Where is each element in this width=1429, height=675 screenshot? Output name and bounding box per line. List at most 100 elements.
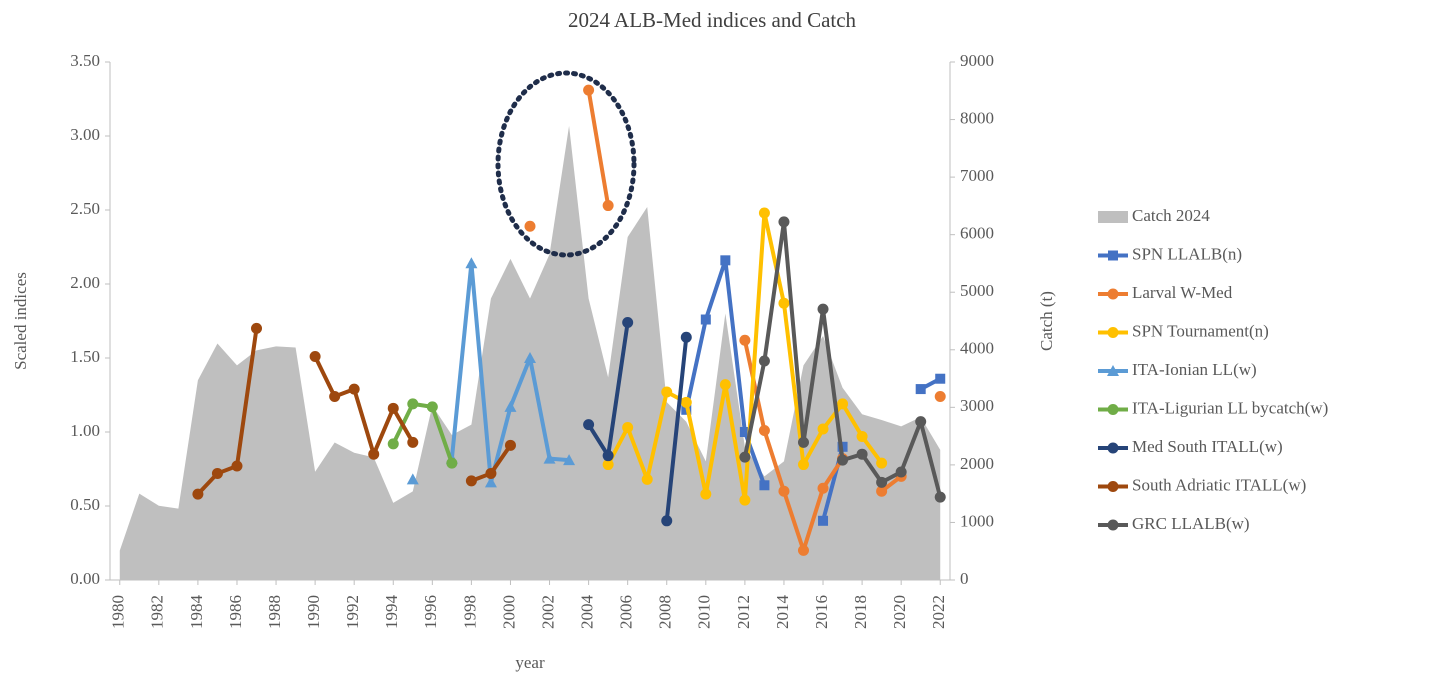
- legend-marker: [1107, 519, 1119, 531]
- data-point: [739, 451, 751, 463]
- data-point: [661, 386, 673, 398]
- data-point: [837, 454, 849, 466]
- data-point: [759, 480, 770, 491]
- legend-marker: [1107, 365, 1119, 376]
- data-point: [524, 352, 536, 363]
- y2-tick-label: 9000: [960, 51, 994, 70]
- data-point: [700, 488, 712, 500]
- data-point: [758, 207, 770, 219]
- data-point: [778, 297, 790, 309]
- x-tick-label: 1990: [304, 595, 323, 629]
- data-point: [818, 515, 829, 526]
- data-point: [329, 390, 341, 402]
- data-point: [797, 544, 809, 556]
- data-point: [817, 303, 829, 315]
- y2-tick-label: 8000: [960, 108, 994, 127]
- data-point: [426, 401, 438, 413]
- x-tick-label: 1986: [226, 595, 245, 629]
- legend-label: Med South ITALL(w): [1132, 437, 1283, 456]
- data-point: [758, 355, 770, 367]
- y2-tick-label: 7000: [960, 166, 994, 185]
- x-tick-label: 2022: [929, 595, 948, 629]
- data-point: [406, 473, 419, 485]
- data-point: [231, 460, 243, 472]
- data-point: [211, 467, 223, 479]
- y-tick-label: 0.00: [70, 569, 100, 588]
- data-point: [484, 476, 497, 488]
- data-point: [661, 515, 673, 527]
- x-tick-label: 1980: [109, 595, 128, 629]
- data-point: [720, 255, 731, 266]
- x-tick-label: 2000: [499, 595, 518, 629]
- x-tick-label: 1982: [148, 595, 167, 629]
- data-point: [680, 396, 692, 408]
- y-tick-label: 2.50: [70, 199, 100, 218]
- data-point: [368, 448, 380, 460]
- data-point: [563, 454, 576, 466]
- y2-tick-label: 0: [960, 569, 969, 588]
- x-tick-label: 2018: [851, 595, 870, 629]
- data-point: [797, 436, 809, 448]
- legend-marker: [1107, 442, 1119, 454]
- legend-label: Larval W-Med: [1132, 283, 1233, 302]
- x-tick-label: 2008: [656, 595, 675, 629]
- legend-label: South Adriatic ITALL(w): [1132, 475, 1306, 494]
- legend-marker: [1108, 250, 1118, 261]
- data-point: [876, 476, 888, 488]
- data-point: [602, 200, 614, 212]
- legend-label: SPN Tournament(n): [1132, 321, 1269, 340]
- data-point: [856, 430, 868, 442]
- legend-label: Catch 2024: [1132, 206, 1210, 225]
- data-point: [446, 457, 458, 469]
- data-point: [817, 482, 829, 494]
- data-point: [758, 425, 770, 437]
- y2-axis-label: Catch (t): [1037, 291, 1056, 351]
- data-point: [407, 436, 419, 448]
- data-point: [583, 419, 595, 431]
- data-point: [407, 398, 419, 410]
- y-tick-label: 2.00: [70, 273, 100, 292]
- y-tick-label: 1.00: [70, 421, 100, 440]
- x-tick-label: 1994: [382, 595, 401, 630]
- data-point: [680, 331, 692, 343]
- data-point: [387, 438, 399, 450]
- data-point: [641, 473, 653, 485]
- data-point: [876, 457, 888, 469]
- x-tick-label: 1992: [343, 595, 362, 629]
- data-point: [739, 334, 751, 346]
- x-tick-label: 2010: [695, 595, 714, 629]
- x-tick-label: 2006: [617, 595, 636, 629]
- data-point: [622, 422, 634, 434]
- legend-label: ITA-Ionian LL(w): [1132, 360, 1257, 379]
- data-point: [837, 398, 849, 410]
- y-tick-label: 3.50: [70, 51, 100, 70]
- x-tick-label: 1984: [187, 595, 206, 630]
- x-tick-label: 2020: [890, 595, 909, 629]
- legend-label: ITA-Ligurian LL bycatch(w): [1132, 398, 1328, 417]
- data-point: [778, 216, 790, 228]
- data-point: [797, 459, 809, 471]
- data-point: [524, 220, 536, 232]
- y2-tick-label: 3000: [960, 396, 994, 415]
- x-tick-label: 2004: [578, 595, 597, 630]
- data-point: [387, 402, 399, 414]
- data-point: [934, 390, 946, 402]
- legend-marker: [1107, 288, 1119, 300]
- y2-tick-label: 6000: [960, 224, 994, 243]
- legend-label: SPN LLALB(n): [1132, 244, 1242, 263]
- legend-label: GRC LLALB(w): [1132, 514, 1250, 533]
- data-point: [251, 322, 263, 334]
- x-tick-label: 1996: [421, 595, 440, 629]
- data-point: [504, 400, 517, 412]
- data-point: [465, 257, 478, 269]
- data-point: [602, 450, 614, 462]
- x-tick-label: 2012: [734, 595, 753, 629]
- x-tick-label: 2002: [538, 595, 557, 629]
- data-point: [192, 488, 204, 500]
- data-point: [485, 467, 497, 479]
- legend-swatch: [1098, 211, 1128, 223]
- legend-marker: [1107, 404, 1119, 415]
- data-point: [583, 84, 595, 96]
- data-point: [700, 314, 711, 325]
